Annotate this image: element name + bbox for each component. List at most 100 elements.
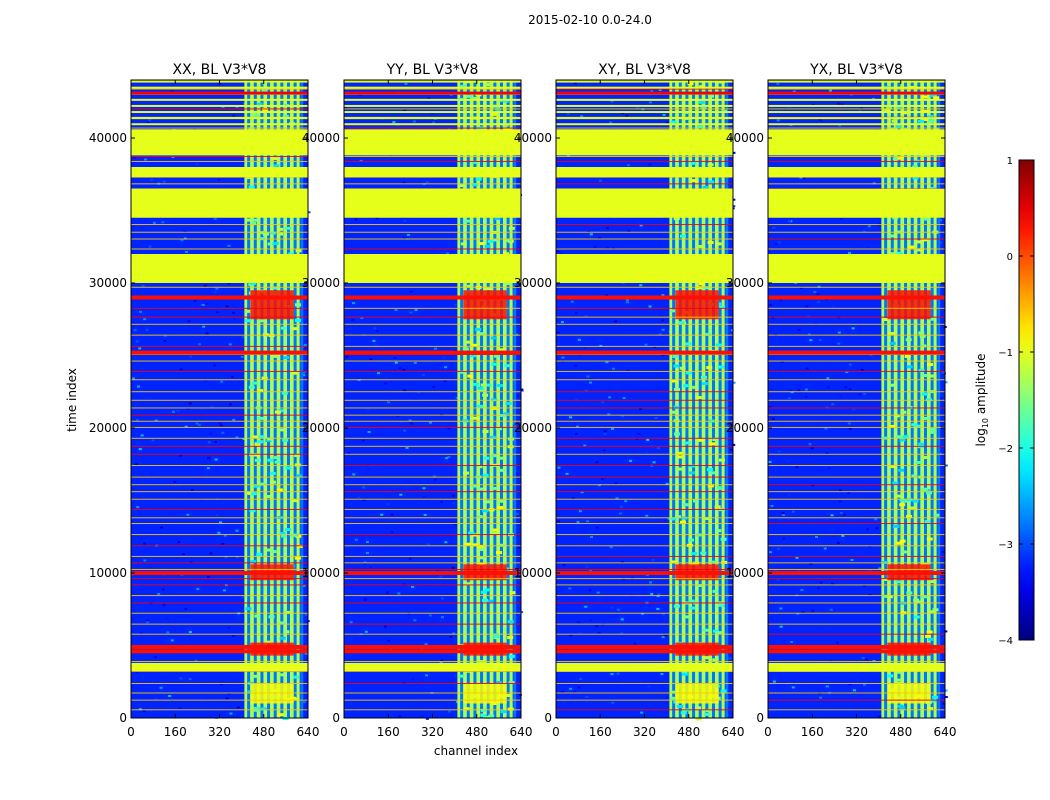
rfi-line — [344, 379, 521, 381]
noise-speckle — [365, 540, 369, 543]
rfi-line — [131, 523, 308, 525]
rfi-line — [556, 484, 733, 486]
rfi-line — [131, 323, 308, 325]
band-texture — [252, 435, 259, 439]
flagged-block — [344, 662, 521, 672]
band-texture — [684, 441, 691, 445]
band-texture — [285, 466, 292, 470]
noise-speckle — [205, 473, 209, 476]
rfi-line — [344, 445, 521, 447]
noise-speckle — [605, 246, 609, 249]
band-gap — [692, 80, 696, 718]
band-texture — [489, 435, 496, 439]
rfi-line — [344, 568, 521, 570]
noise-speckle — [772, 417, 776, 420]
noise-speckle — [362, 486, 366, 489]
rfi-line — [768, 445, 945, 447]
band-texture — [896, 670, 903, 674]
band-texture — [477, 544, 484, 548]
band-texture — [709, 471, 716, 475]
noise-speckle — [452, 632, 456, 635]
band-texture — [694, 706, 701, 710]
band-texture — [464, 219, 471, 223]
band-texture — [470, 343, 477, 347]
noise-speckle — [607, 413, 611, 416]
rfi-line — [131, 517, 308, 519]
noise-speckle — [408, 419, 412, 422]
strong-rfi-line — [556, 91, 733, 95]
rfi-line — [344, 183, 521, 185]
noise-speckle — [423, 513, 427, 516]
noise-speckle — [439, 575, 443, 578]
noise-speckle — [445, 457, 449, 460]
band-texture — [922, 118, 929, 122]
noise-speckle — [779, 299, 783, 302]
noise-speckle — [807, 333, 811, 336]
rfi-line — [768, 453, 945, 455]
rfi-line — [556, 445, 733, 447]
band-gap — [698, 80, 702, 718]
noise-speckle — [146, 121, 150, 124]
band-texture — [495, 681, 502, 685]
noise-speckle — [941, 550, 945, 553]
noise-speckle — [847, 251, 851, 254]
strong-rfi-line — [344, 649, 521, 654]
noise-speckle — [839, 511, 843, 514]
noise-speckle — [848, 683, 852, 686]
band-texture — [272, 286, 279, 290]
band-gap — [890, 80, 894, 718]
band-texture — [492, 633, 499, 637]
band-texture — [687, 82, 694, 86]
band-texture — [921, 238, 928, 242]
flagged-block — [344, 254, 521, 283]
rfi-line — [768, 379, 945, 381]
rfi-line — [344, 286, 521, 288]
band-texture — [669, 309, 676, 313]
band-texture — [709, 442, 716, 446]
y-tick-label: 20000 — [726, 421, 764, 435]
flagged-block — [556, 130, 733, 156]
rfi-line — [131, 595, 308, 597]
noise-speckle — [176, 410, 180, 413]
band-texture — [476, 465, 483, 469]
strong-rfi-line — [556, 350, 733, 355]
noise-speckle — [138, 708, 142, 711]
noise-speckle — [516, 114, 520, 117]
noise-speckle — [866, 528, 870, 531]
noise-speckle — [620, 632, 624, 635]
noise-speckle — [409, 311, 413, 314]
band-texture — [906, 365, 913, 369]
noise-speckle — [133, 329, 137, 332]
noise-speckle — [801, 611, 805, 614]
upper-stripe — [768, 104, 945, 107]
noise-speckle — [234, 306, 238, 309]
strong-rfi-line — [556, 571, 733, 575]
noise-speckle — [362, 439, 366, 442]
band-texture — [473, 416, 480, 420]
noise-speckle — [232, 114, 236, 117]
rfi-line — [344, 370, 521, 372]
rfi-line — [131, 453, 308, 455]
rfi-line — [131, 88, 308, 90]
noise-speckle — [579, 677, 583, 680]
noise-speckle — [595, 526, 599, 529]
band-texture — [688, 538, 695, 542]
noise-speckle — [184, 250, 188, 253]
noise-speckle — [451, 502, 455, 505]
y-tick-label: 30000 — [514, 276, 552, 290]
noise-speckle — [610, 100, 614, 103]
noise-speckle — [944, 696, 948, 699]
rfi-line — [556, 160, 733, 162]
noise-speckle — [387, 400, 391, 403]
rfi-line — [556, 578, 733, 580]
noise-speckle — [941, 371, 945, 374]
band-texture — [927, 707, 934, 711]
band-texture — [262, 107, 269, 111]
noise-speckle — [398, 715, 402, 718]
band-texture — [470, 96, 477, 100]
noise-speckle — [599, 344, 603, 347]
band-texture — [254, 458, 261, 462]
rfi-line — [131, 420, 308, 422]
noise-speckle — [443, 379, 447, 382]
rfi-line — [556, 562, 733, 564]
